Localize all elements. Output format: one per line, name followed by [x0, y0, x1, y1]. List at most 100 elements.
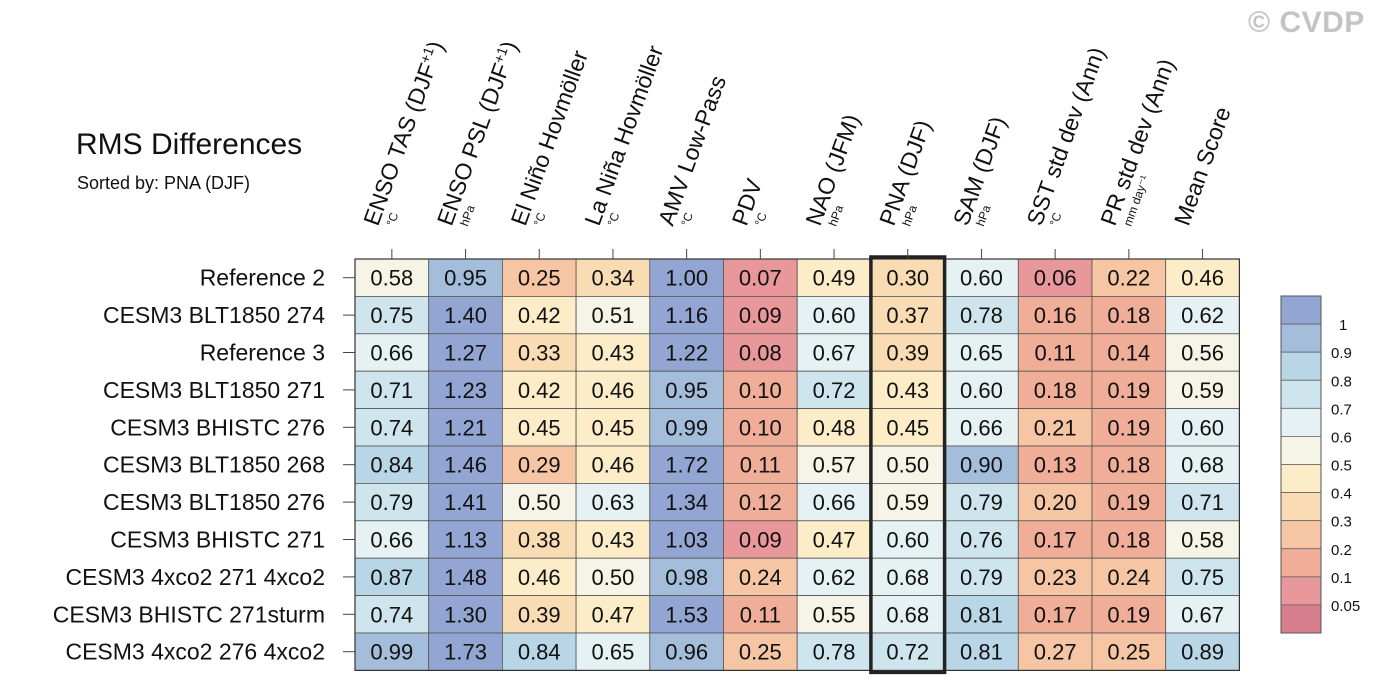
cell-value-label: 0.89 [1181, 640, 1224, 665]
chart-subtitle: Sorted by: PNA (DJF) [77, 173, 251, 193]
heatmap-cell [354, 295, 430, 335]
cell-value-label: 0.79 [370, 490, 413, 515]
cell-value-label: 0.39 [886, 341, 929, 366]
cell-value-label: 0.16 [1034, 303, 1077, 328]
cell-value-label: 0.24 [739, 565, 782, 590]
cell-value-label: 1.41 [444, 490, 487, 515]
cell-value-label: 1.72 [665, 453, 708, 478]
cell-value-label: 0.46 [1181, 266, 1224, 291]
colorbar-tick-label: 0.6 [1331, 429, 1352, 446]
heatmap-cell [870, 408, 946, 447]
cell-value-label: 0.09 [739, 303, 782, 328]
colorbar-tick-label: 0.9 [1331, 345, 1352, 362]
cell-value-label: 0.10 [739, 378, 782, 403]
cell-value-label: 0.71 [1181, 490, 1224, 515]
heatmap-cell [1091, 370, 1167, 410]
cell-value-label: 0.60 [1181, 415, 1224, 440]
cell-value-label: 0.51 [592, 303, 635, 328]
column-unit-label: hPa [899, 203, 920, 228]
cell-value-label: 0.65 [592, 640, 635, 665]
heatmap-cell [1017, 370, 1093, 410]
cell-value-label: 0.65 [960, 341, 1003, 366]
cell-value-label: 1.16 [665, 303, 708, 328]
heatmap-cell [723, 445, 798, 484]
cell-value-label: 0.66 [370, 528, 413, 553]
heatmap-cell [1091, 482, 1167, 522]
heatmap-cell [1091, 557, 1167, 597]
row-label: CESM3 BLT1850 276 [103, 489, 325, 515]
column-label-superscript: +1 [416, 45, 437, 66]
cell-value-label: 0.72 [886, 640, 929, 665]
cell-value-label: 1.27 [444, 341, 487, 366]
row-label: Reference 3 [200, 340, 325, 366]
column-label: ENSO TAS (DJF+1) [358, 37, 449, 228]
heatmap-cell [575, 333, 651, 372]
colorbar-tick-label: 0.05 [1331, 598, 1360, 615]
heatmap-cell [649, 520, 724, 559]
cell-value-label: 1.13 [444, 528, 487, 553]
heatmap-cell [354, 333, 430, 372]
cell-value-label: 0.43 [592, 528, 635, 553]
cell-value-label: 0.68 [886, 602, 929, 627]
cell-value-label: 0.11 [740, 453, 781, 478]
cell-value-label: 0.43 [592, 341, 635, 366]
cell-value-label: 0.17 [1034, 602, 1077, 627]
column-unit-label: °C [531, 210, 549, 228]
column-label-superscript: +1 [490, 44, 511, 65]
cell-value-label: 0.07 [739, 266, 782, 291]
colorbar-swatch [1280, 520, 1322, 550]
heatmap-cell [1165, 258, 1240, 297]
cell-value-label: 1.73 [444, 640, 487, 665]
cell-value-label: 0.18 [1107, 528, 1150, 553]
cell-value-label: 0.50 [886, 453, 929, 478]
cell-value-label: 0.46 [518, 565, 561, 590]
heatmap-cell [575, 520, 651, 559]
cell-value-label: 0.74 [370, 602, 413, 627]
cell-value-label: 0.96 [665, 640, 708, 665]
heatmap-cell [944, 295, 1019, 335]
heatmap-cell [1017, 520, 1093, 559]
cell-value-label: 0.39 [518, 602, 561, 627]
heatmap-cell [649, 482, 724, 522]
cell-value-label: 0.45 [518, 415, 561, 440]
cell-value-label: 1.30 [444, 602, 487, 627]
heatmap-cell [501, 632, 577, 671]
cell-value-label: 0.74 [370, 415, 413, 440]
heatmap-cell [1091, 258, 1167, 297]
column-unit-label: hPa [826, 203, 847, 228]
colorbar-tick-label: 0.5 [1331, 458, 1352, 475]
cell-value-label: 1.21 [444, 415, 487, 440]
colorbar-tick-label: 0.3 [1331, 514, 1352, 531]
heatmap-cell [1091, 520, 1167, 559]
row-label: CESM3 BLT1850 271 [103, 377, 325, 403]
heatmap-cell [870, 445, 946, 484]
row-label: CESM3 BHISTC 271sturm [53, 601, 325, 627]
colorbar-swatch [1280, 604, 1322, 634]
heatmap-cell [723, 408, 798, 447]
colorbar-tick-label: 1 [1339, 317, 1347, 334]
colorbar-swatch [1280, 379, 1322, 409]
cell-value-label: 0.46 [592, 453, 635, 478]
heatmap-cell [354, 370, 430, 410]
row-label: CESM3 BLT1850 274 [103, 302, 325, 328]
heatmap-cell [1017, 632, 1093, 671]
cell-value-label: 0.42 [518, 303, 561, 328]
heatmap-cell [649, 295, 724, 335]
heatmap-cell [354, 557, 430, 597]
colorbar-tick-label: 0.2 [1331, 542, 1352, 559]
heatmap-cell [723, 632, 798, 671]
heatmap-cell [1091, 595, 1167, 634]
colorbar-swatch [1280, 407, 1322, 437]
cell-value-label: 0.60 [886, 528, 929, 553]
cell-value-label: 0.71 [370, 378, 413, 403]
cell-value-label: 0.37 [886, 303, 929, 328]
cell-value-label: 0.78 [960, 303, 1003, 328]
cell-value-label: 0.24 [1107, 565, 1150, 590]
heatmap-cell [354, 408, 430, 447]
row-label: CESM3 4xco2 271 4xco2 [65, 564, 325, 590]
cell-value-label: 0.25 [739, 640, 782, 665]
cell-value-label: 1.48 [444, 565, 487, 590]
column-unit-label: °C [1047, 210, 1065, 228]
cell-value-label: 0.90 [960, 453, 1003, 478]
